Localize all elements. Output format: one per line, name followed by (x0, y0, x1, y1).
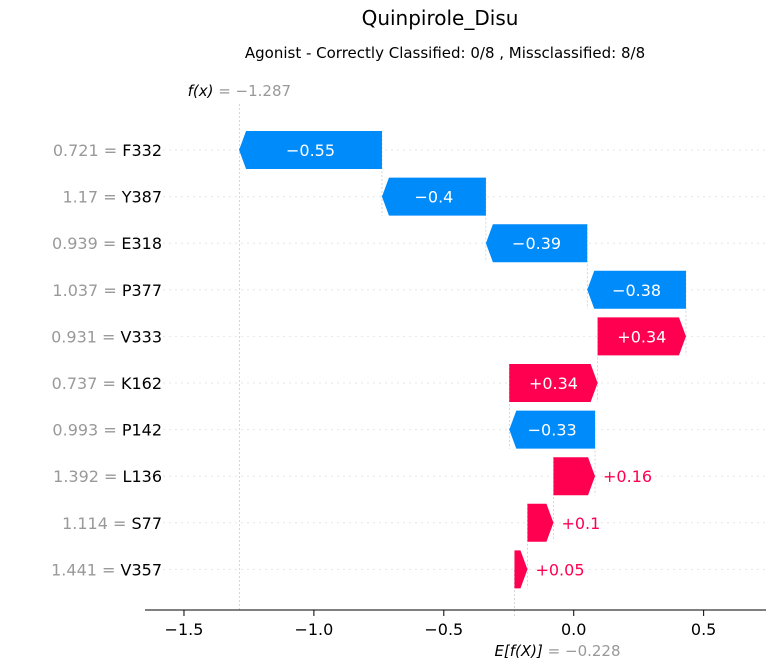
bar-negative (485, 224, 588, 263)
bar-value-label: +0.1 (561, 514, 600, 533)
x-tick-label: 0.5 (691, 620, 716, 639)
bar-value-label: +0.16 (603, 467, 652, 486)
bar-positive (597, 317, 686, 356)
bar-positive (527, 503, 554, 542)
x-tick-label: 0.0 (561, 620, 586, 639)
bar-positive (553, 457, 596, 496)
feature-value: 1.392 = (53, 467, 122, 486)
x-tick-label: −0.5 (424, 620, 463, 639)
bar-value-label: +0.34 (529, 374, 578, 393)
feature-label: 0.721 = F332 (53, 141, 162, 160)
feature-name: E318 (121, 234, 162, 253)
bar-value-label: −0.38 (612, 281, 661, 300)
feature-name: V333 (121, 327, 162, 346)
bar-value-label: −0.55 (286, 141, 335, 160)
feature-value: 1.441 = (51, 560, 120, 579)
feature-value: 0.993 = (52, 421, 121, 440)
feature-value: 1.17 = (62, 188, 121, 207)
feature-value: 0.939 = (52, 234, 121, 253)
fx-label: f(x) = −1.287 (188, 82, 292, 100)
feature-label: 0.737 = K162 (52, 374, 162, 393)
bar-value-label: +0.05 (535, 560, 584, 579)
base-name: E[f(X)] (494, 642, 543, 660)
bar-negative (239, 131, 382, 169)
fx-value: −1.287 (236, 82, 292, 100)
feature-name: F332 (122, 141, 162, 160)
feature-labels: 0.721 = F332 1.17 = Y387 0.939 = E318 1.037… (51, 141, 162, 579)
feature-label: 1.392 = L136 (53, 467, 162, 486)
feature-name: V357 (121, 560, 162, 579)
feature-name: Y387 (121, 188, 162, 207)
feature-name: L136 (123, 467, 162, 486)
bar-value-label: −0.33 (528, 421, 577, 440)
feature-label: 1.17 = Y387 (62, 188, 162, 207)
bar-negative (509, 410, 596, 449)
feature-label: 1.037 = P377 (52, 281, 162, 300)
bar-value-label: −0.4 (415, 188, 454, 207)
fx-name: f(x) (188, 82, 214, 100)
feature-label: 1.114 = S77 (62, 514, 162, 533)
x-axis-ticks: −1.5 −1.0 −0.5 0.0 0.5 (165, 610, 716, 639)
expected-value-label: E[f(X)] = −0.228 (494, 642, 620, 660)
bar-positive (514, 550, 528, 589)
feature-name: P377 (122, 281, 162, 300)
bars: −0.55 −0.4 −0.39 −0.38 +0.34 +0.34 −0.33 +0.16 +… (239, 131, 686, 589)
feature-name: K162 (121, 374, 162, 393)
bar-negative (381, 177, 486, 216)
feature-label: 0.931 = V333 (51, 327, 162, 346)
bar-positive (509, 364, 598, 402)
bar-value-label: −0.39 (512, 234, 561, 253)
chart-subtitle: Agonist - Correctly Classified: 0/8 , Mi… (245, 44, 645, 62)
base-eq: = (543, 642, 565, 660)
feature-value: 0.931 = (51, 327, 120, 346)
base-value: −0.228 (565, 642, 621, 660)
chart-title: Quinpirole_Disu (362, 6, 519, 30)
bar-value-label: +0.34 (617, 327, 666, 346)
bar-negative (587, 270, 686, 309)
feature-label: 0.993 = P142 (52, 421, 162, 440)
feature-value: 1.114 = (62, 514, 131, 533)
feature-name: P142 (122, 421, 162, 440)
x-tick-label: −1.5 (165, 620, 204, 639)
feature-label: 1.441 = V357 (51, 560, 162, 579)
x-tick-label: −1.0 (294, 620, 333, 639)
fx-eq: = (213, 82, 235, 100)
feature-value: 0.721 = (53, 141, 122, 160)
feature-value: 1.037 = (52, 281, 121, 300)
feature-name: S77 (131, 514, 162, 533)
feature-label: 0.939 = E318 (52, 234, 162, 253)
feature-value: 0.737 = (52, 374, 121, 393)
